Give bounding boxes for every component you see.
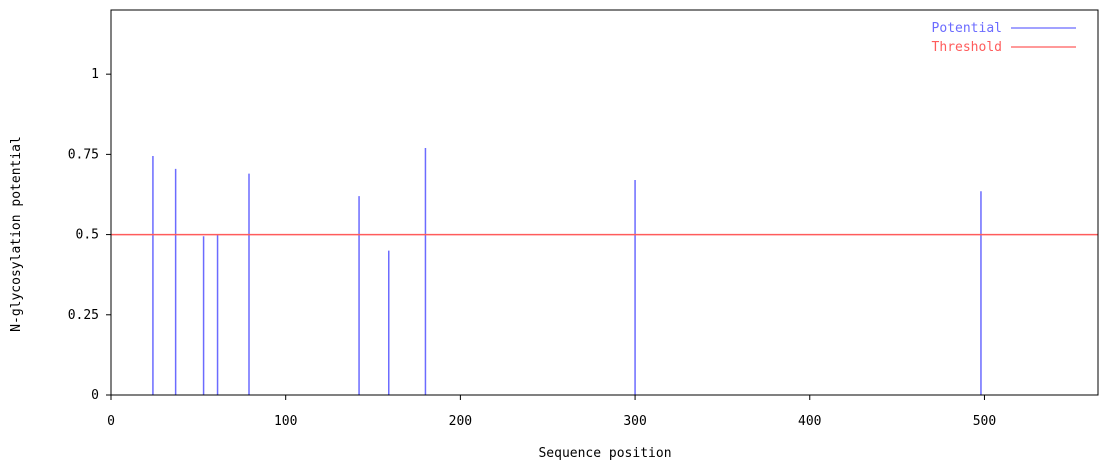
axes: 0 0.25 0.5 0.75 1 0 100 200 300 400 500 xyxy=(68,9,1099,429)
y-tick-label-3: 0.75 xyxy=(68,147,99,162)
x-tick-label-4: 400 xyxy=(798,414,821,429)
x-axis-title: Sequence position xyxy=(538,446,671,461)
plot-area xyxy=(111,147,1098,395)
y-tick-label-1: 0.25 xyxy=(68,308,99,323)
legend: Potential Threshold xyxy=(932,21,1076,55)
plot-frame xyxy=(110,9,1099,396)
x-tick-label-5: 500 xyxy=(973,414,996,429)
x-tick-label-2: 200 xyxy=(449,414,472,429)
y-tick-label-0: 0 xyxy=(91,388,99,403)
y-axis-title: N-glycosylation potential xyxy=(9,136,24,332)
y-tick-label-4: 1 xyxy=(91,67,99,82)
legend-label-potential: Potential xyxy=(932,21,1002,36)
y-tick-label-2: 0.5 xyxy=(76,228,99,243)
x-tick-label-1: 100 xyxy=(274,414,297,429)
legend-label-threshold: Threshold xyxy=(932,40,1002,55)
x-tick-label-0: 0 xyxy=(107,414,115,429)
x-tick-label-3: 300 xyxy=(623,414,646,429)
